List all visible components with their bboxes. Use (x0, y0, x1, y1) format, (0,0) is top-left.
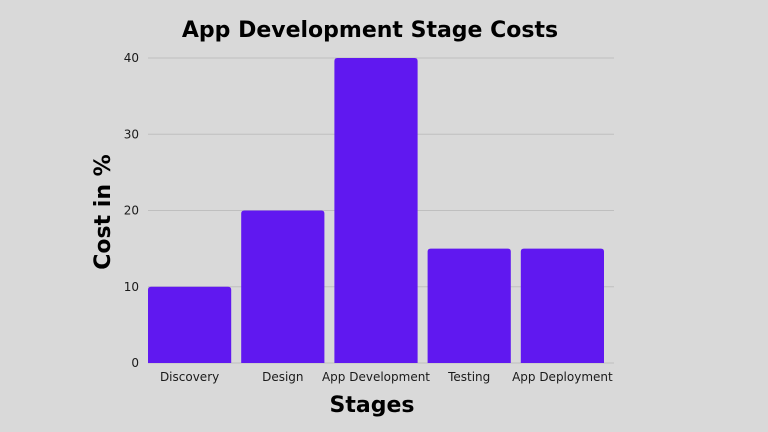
x-tick-label: Discovery (160, 370, 219, 384)
bar-app-deployment (520, 248, 604, 363)
x-axis-ticks: Discovery Design App Development Testing App… (160, 370, 613, 384)
y-axis-label: Cost in % (91, 154, 116, 269)
x-tick-label: Design (262, 370, 303, 384)
y-axis-ticks: 0 10 20 30 40 (124, 51, 139, 370)
x-tick-label: App Development (322, 370, 430, 384)
y-tick-label: 10 (124, 280, 139, 294)
bars (148, 58, 604, 363)
y-tick-label: 20 (124, 204, 139, 218)
chart-title: App Development Stage Costs (182, 18, 558, 43)
bar-discovery (148, 286, 232, 363)
y-tick-label: 40 (124, 51, 139, 65)
bar-app-development (334, 58, 418, 363)
y-tick-label: 30 (124, 127, 139, 141)
y-tick-label: 0 (131, 356, 139, 370)
x-tick-label: Testing (447, 370, 490, 384)
bar-design (241, 210, 325, 363)
x-axis-label: Stages (330, 393, 415, 418)
x-tick-label: App Deployment (512, 370, 613, 384)
bar-testing (427, 248, 511, 363)
